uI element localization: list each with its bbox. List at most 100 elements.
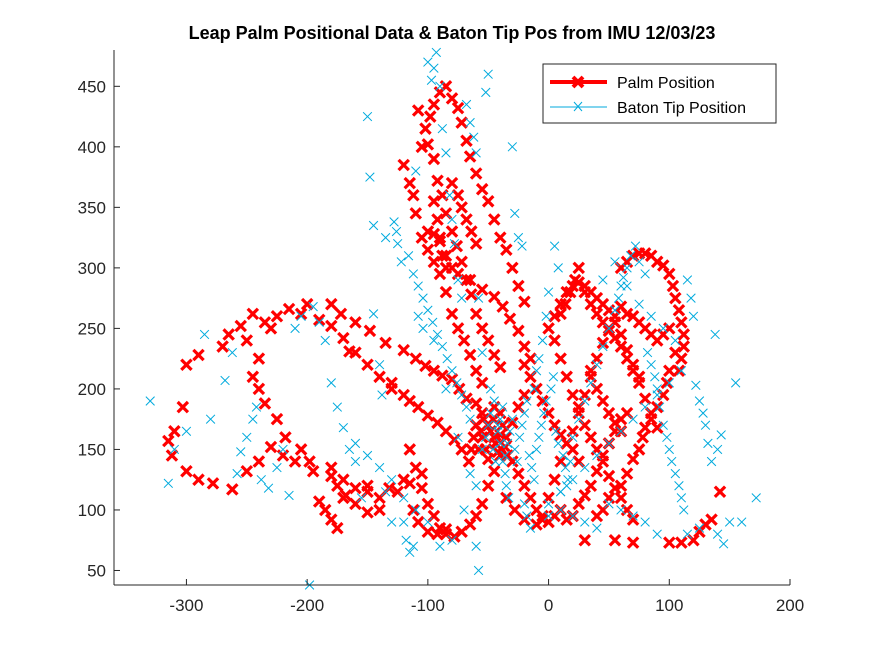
y-tick-label: 250 bbox=[78, 319, 106, 338]
baton-point bbox=[630, 241, 641, 251]
baton-point bbox=[227, 347, 238, 358]
palm-point bbox=[397, 343, 410, 357]
palm-point bbox=[246, 307, 260, 321]
baton-point bbox=[718, 539, 729, 549]
baton-point bbox=[205, 414, 216, 424]
baton-point bbox=[399, 493, 409, 503]
baton-point bbox=[452, 378, 462, 388]
palm-point bbox=[475, 283, 489, 296]
baton-point bbox=[362, 111, 373, 122]
baton-point bbox=[526, 462, 537, 473]
palm-point bbox=[451, 322, 465, 335]
palm-point bbox=[578, 285, 592, 299]
baton-point bbox=[236, 447, 246, 457]
palm-point bbox=[427, 255, 441, 269]
palm-point bbox=[584, 431, 598, 444]
baton-point bbox=[724, 517, 735, 527]
baton-point bbox=[664, 378, 674, 388]
palm-point bbox=[334, 307, 348, 321]
baton-point bbox=[662, 432, 672, 443]
baton-point bbox=[447, 366, 457, 376]
baton-point bbox=[664, 444, 674, 455]
palm-point bbox=[192, 473, 205, 486]
palm-point bbox=[590, 509, 604, 523]
palm-point bbox=[294, 443, 308, 456]
palm-point bbox=[500, 243, 513, 256]
x-tick-label: 0 bbox=[544, 596, 553, 615]
palm-point bbox=[498, 440, 512, 454]
palm-point bbox=[578, 489, 592, 502]
baton-point bbox=[666, 456, 677, 467]
baton-point bbox=[670, 335, 681, 346]
baton-point bbox=[392, 238, 403, 249]
palm-point bbox=[192, 348, 205, 362]
palm-point bbox=[431, 174, 444, 187]
axes bbox=[113, 50, 790, 586]
palm-point bbox=[572, 497, 586, 511]
baton-point bbox=[642, 347, 653, 358]
baton-point bbox=[652, 390, 662, 400]
baton-point bbox=[646, 311, 656, 321]
x-tick-label: 200 bbox=[776, 596, 804, 615]
palm-point bbox=[626, 452, 640, 466]
palm-point bbox=[584, 297, 598, 311]
baton-point bbox=[447, 535, 457, 545]
legend-baton-label: Baton Tip Position bbox=[617, 100, 746, 117]
palm-point bbox=[419, 122, 432, 135]
palm-point bbox=[518, 340, 531, 353]
baton-point bbox=[625, 251, 636, 261]
baton-point bbox=[549, 241, 560, 251]
palm-point bbox=[554, 307, 567, 321]
palm-point bbox=[325, 461, 338, 474]
baton-point bbox=[374, 359, 385, 370]
baton-point bbox=[181, 426, 192, 436]
baton-point bbox=[500, 468, 510, 479]
palm-point bbox=[306, 464, 320, 478]
baton-point bbox=[399, 517, 409, 527]
palm-point bbox=[677, 340, 691, 353]
palm-point bbox=[672, 303, 686, 317]
baton-point bbox=[453, 432, 463, 443]
baton-point bbox=[374, 462, 385, 473]
y-tick-label: 200 bbox=[78, 380, 106, 399]
palm-point bbox=[403, 443, 417, 456]
palm-point bbox=[554, 428, 567, 442]
palm-point bbox=[421, 409, 435, 422]
baton-point bbox=[278, 444, 288, 455]
palm-point bbox=[669, 346, 682, 359]
baton-point bbox=[493, 426, 503, 436]
palm-point bbox=[596, 336, 610, 350]
palm-point bbox=[465, 288, 478, 301]
palm-point bbox=[536, 394, 549, 408]
palm-point bbox=[222, 328, 235, 341]
baton-point bbox=[548, 372, 559, 382]
baton-point bbox=[199, 329, 210, 340]
palm-point bbox=[403, 394, 417, 408]
palm-point bbox=[481, 195, 495, 208]
baton-point bbox=[377, 390, 387, 400]
palm-point bbox=[487, 464, 501, 478]
baton-point bbox=[706, 456, 717, 467]
baton-point bbox=[471, 541, 481, 551]
baton-point bbox=[622, 281, 632, 291]
baton-point bbox=[444, 190, 455, 200]
baton-point bbox=[423, 305, 433, 315]
palm-point bbox=[560, 370, 573, 384]
baton-point bbox=[541, 311, 551, 321]
palm-point bbox=[500, 491, 513, 505]
baton-point bbox=[592, 359, 602, 370]
palm-point bbox=[431, 527, 444, 541]
baton-point bbox=[429, 63, 439, 73]
palm-point bbox=[602, 491, 616, 505]
y-tick-label: 400 bbox=[78, 138, 106, 157]
baton-point bbox=[413, 281, 423, 291]
baton-point bbox=[411, 505, 421, 515]
palm-point bbox=[650, 400, 664, 414]
baton-point bbox=[251, 402, 262, 412]
palm-point bbox=[445, 372, 459, 386]
palm-point bbox=[542, 491, 555, 505]
baton-point bbox=[418, 323, 428, 334]
baton-point bbox=[272, 462, 282, 473]
baton-point bbox=[465, 117, 475, 128]
baton-point bbox=[500, 450, 510, 461]
